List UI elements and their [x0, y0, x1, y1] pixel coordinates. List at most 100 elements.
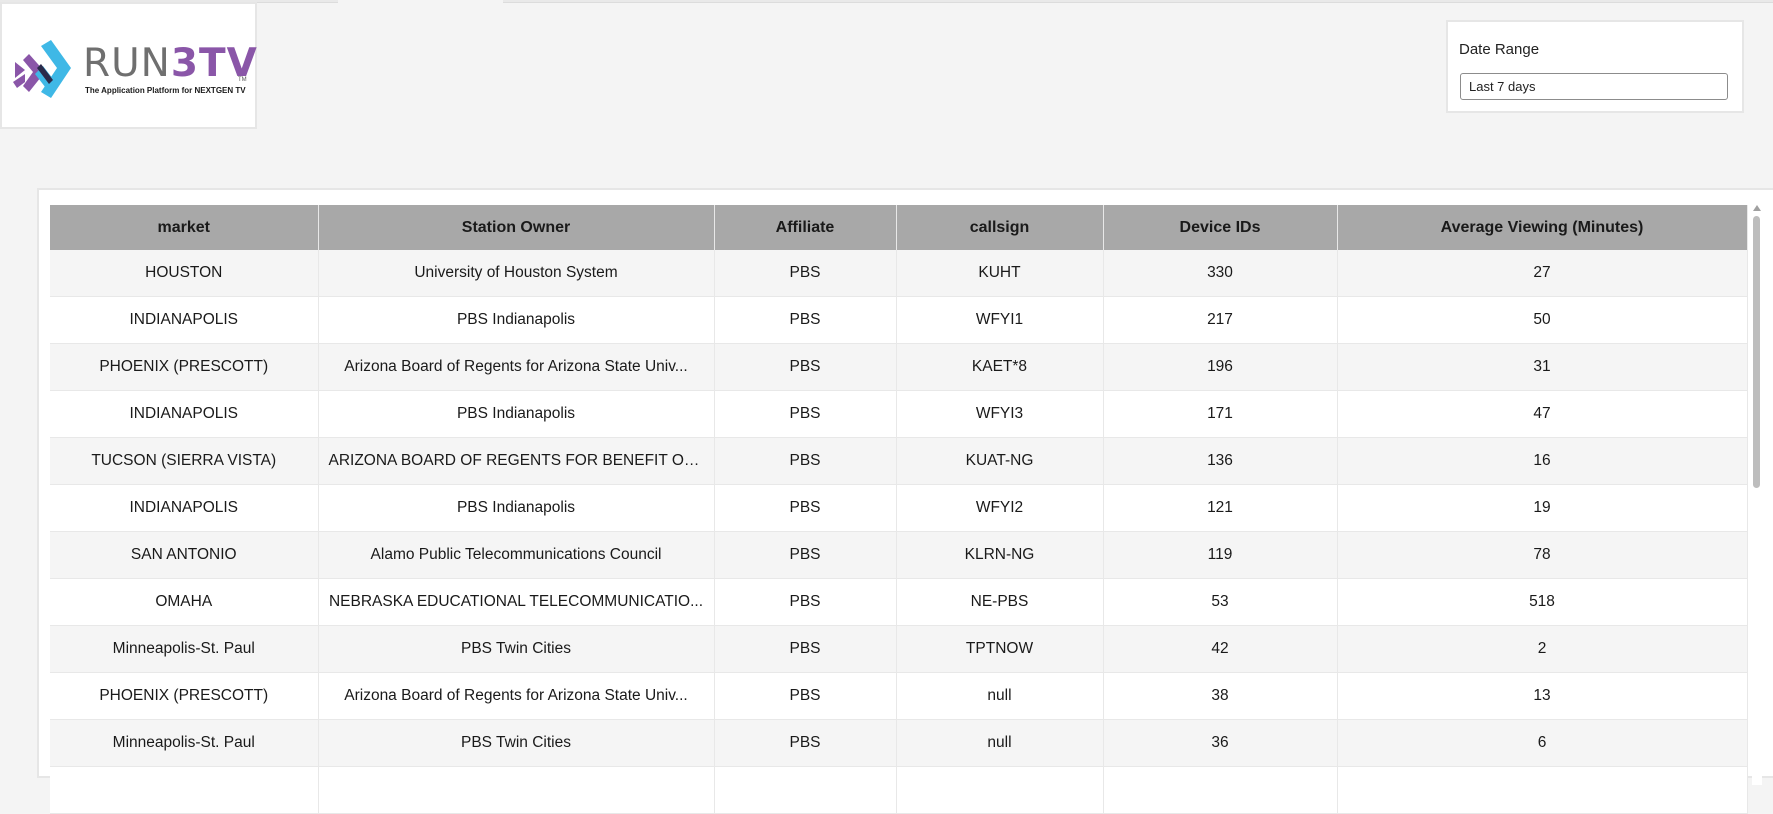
cell-average-viewing: 2: [1337, 625, 1748, 673]
cell-market: INDIANAPOLIS: [50, 390, 319, 438]
cell-station-owner: PBS Twin Cities: [318, 719, 715, 767]
cell-station-owner: [318, 766, 715, 814]
cell-device-ids: 217: [1103, 296, 1338, 344]
date-range-select[interactable]: Last 7 days: [1460, 73, 1728, 100]
cell-affiliate: PBS: [714, 390, 897, 438]
cell-average-viewing: 19: [1337, 484, 1748, 532]
cell-station-owner: Arizona Board of Regents for Arizona Sta…: [318, 672, 715, 720]
logo-wordmark: RUN3TV: [83, 41, 258, 86]
cell-device-ids: 171: [1103, 390, 1338, 438]
cell-affiliate: PBS: [714, 343, 897, 391]
date-range-label: Date Range: [1459, 41, 1540, 58]
cell-callsign: WFYI2: [896, 484, 1104, 532]
cell-market: PHOENIX (PRESCOTT): [50, 672, 319, 720]
cell-callsign: NE-PBS: [896, 578, 1104, 626]
cell-average-viewing: 27: [1337, 250, 1748, 297]
cell-market: INDIANAPOLIS: [50, 296, 319, 344]
column-header-market[interactable]: market: [50, 205, 319, 250]
cell-device-ids: [1103, 766, 1338, 814]
cell-market: INDIANAPOLIS: [50, 484, 319, 532]
cell-average-viewing: 518: [1337, 578, 1748, 626]
cell-callsign: KUHT: [896, 250, 1104, 297]
table-row[interactable]: Minneapolis-St. Paul PBS Twin Cities PBS TP…: [50, 625, 1748, 673]
date-range-filter: Date Range Last 7 days: [1446, 20, 1744, 113]
cell-affiliate: PBS: [714, 672, 897, 720]
table-row[interactable]: INDIANAPOLIS PBS Indianapolis PBS WFYI3 171 4…: [50, 390, 1748, 438]
cell-average-viewing: [1337, 766, 1748, 814]
table-row[interactable]: SAN ANTONIO Alamo Public Telecommunicatio…: [50, 531, 1748, 579]
cell-average-viewing: 16: [1337, 437, 1748, 485]
cell-market: Minneapolis-St. Paul: [50, 719, 319, 767]
logo-tagline: The Application Platform for NEXTGEN TV: [85, 86, 246, 95]
table-row[interactable]: INDIANAPOLIS PBS Indianapolis PBS WFYI2 121 1…: [50, 484, 1748, 532]
run3tv-logo-icon: [13, 40, 71, 98]
cell-station-owner: Alamo Public Telecommunications Council: [318, 531, 715, 579]
cell-callsign: WFYI3: [896, 390, 1104, 438]
cell-average-viewing: 50: [1337, 296, 1748, 344]
cell-market: PHOENIX (PRESCOTT): [50, 343, 319, 391]
column-header-callsign[interactable]: callsign: [896, 205, 1104, 250]
cell-callsign: [896, 766, 1104, 814]
vertical-scrollbar[interactable]: [1752, 205, 1762, 785]
cell-station-owner: University of Houston System: [318, 250, 715, 297]
cell-average-viewing: 13: [1337, 672, 1748, 720]
cell-market: Minneapolis-St. Paul: [50, 625, 319, 673]
cell-callsign: KAET*8: [896, 343, 1104, 391]
cell-market: [50, 766, 319, 814]
cell-callsign: null: [896, 672, 1104, 720]
cell-device-ids: 53: [1103, 578, 1338, 626]
cell-callsign: TPTNOW: [896, 625, 1104, 673]
cell-device-ids: 136: [1103, 437, 1338, 485]
cell-station-owner: Arizona Board of Regents for Arizona Sta…: [318, 343, 715, 391]
cell-device-ids: 330: [1103, 250, 1338, 297]
table-header-row: market Station Owner Affiliate callsign …: [50, 205, 1748, 250]
cell-station-owner: PBS Indianapolis: [318, 296, 715, 344]
cell-average-viewing: 78: [1337, 531, 1748, 579]
table-body: HOUSTON University of Houston System PBS KU…: [50, 250, 1748, 814]
cell-average-viewing: 47: [1337, 390, 1748, 438]
active-sheet-tab[interactable]: [338, 0, 503, 3]
cell-affiliate: PBS: [714, 437, 897, 485]
cell-callsign: WFYI1: [896, 296, 1104, 344]
cell-market: SAN ANTONIO: [50, 531, 319, 579]
cell-market: OMAHA: [50, 578, 319, 626]
cell-affiliate: PBS: [714, 625, 897, 673]
cell-station-owner: PBS Indianapolis: [318, 484, 715, 532]
cell-average-viewing: 31: [1337, 343, 1748, 391]
cell-affiliate: PBS: [714, 484, 897, 532]
viewing-table: market Station Owner Affiliate callsign …: [50, 205, 1748, 814]
cell-market: TUCSON (SIERRA VISTA): [50, 437, 319, 485]
cell-station-owner: PBS Indianapolis: [318, 390, 715, 438]
scroll-up-arrow-icon[interactable]: [1753, 205, 1761, 211]
scrollbar-thumb[interactable]: [1753, 216, 1760, 488]
column-header-affiliate[interactable]: Affiliate: [714, 205, 897, 250]
cell-affiliate: PBS: [714, 296, 897, 344]
cell-device-ids: 121: [1103, 484, 1338, 532]
column-header-device-ids[interactable]: Device IDs: [1103, 205, 1338, 250]
cell-device-ids: 38: [1103, 672, 1338, 720]
cell-device-ids: 196: [1103, 343, 1338, 391]
cell-callsign: KUAT-NG: [896, 437, 1104, 485]
cell-station-owner: PBS Twin Cities: [318, 625, 715, 673]
cell-affiliate: PBS: [714, 531, 897, 579]
cell-device-ids: 119: [1103, 531, 1338, 579]
viewing-table-panel: market Station Owner Affiliate callsign …: [37, 188, 1773, 814]
column-header-average-viewing[interactable]: Average Viewing (Minutes): [1337, 205, 1748, 250]
table-row[interactable]: Minneapolis-St. Paul PBS Twin Cities PBS nu…: [50, 719, 1748, 767]
table-row[interactable]: PHOENIX (PRESCOTT) Arizona Board of Regen…: [50, 343, 1748, 391]
cell-device-ids: 36: [1103, 719, 1338, 767]
table-row[interactable]: [50, 766, 1748, 814]
table-row[interactable]: TUCSON (SIERRA VISTA) ARIZONA BOARD OF RE…: [50, 437, 1748, 485]
column-header-station-owner[interactable]: Station Owner: [318, 205, 715, 250]
cell-station-owner: ARIZONA BOARD OF REGENTS FOR BENEFIT OF …: [318, 437, 715, 485]
table-row[interactable]: PHOENIX (PRESCOTT) Arizona Board of Regen…: [50, 672, 1748, 720]
cell-market: HOUSTON: [50, 250, 319, 297]
sheet-tab-strip: [0, 0, 1773, 3]
cell-station-owner: NEBRASKA EDUCATIONAL TELECOMMUNICATIO...: [318, 578, 715, 626]
cell-average-viewing: 6: [1337, 719, 1748, 767]
logo-card: RUN3TV TM The Application Platform for N…: [0, 2, 257, 129]
table-row[interactable]: OMAHA NEBRASKA EDUCATIONAL TELECOMMUNICAT…: [50, 578, 1748, 626]
table-row[interactable]: HOUSTON University of Houston System PBS KU…: [50, 250, 1748, 297]
table-row[interactable]: INDIANAPOLIS PBS Indianapolis PBS WFYI1 217 5…: [50, 296, 1748, 344]
cell-callsign: KLRN-NG: [896, 531, 1104, 579]
